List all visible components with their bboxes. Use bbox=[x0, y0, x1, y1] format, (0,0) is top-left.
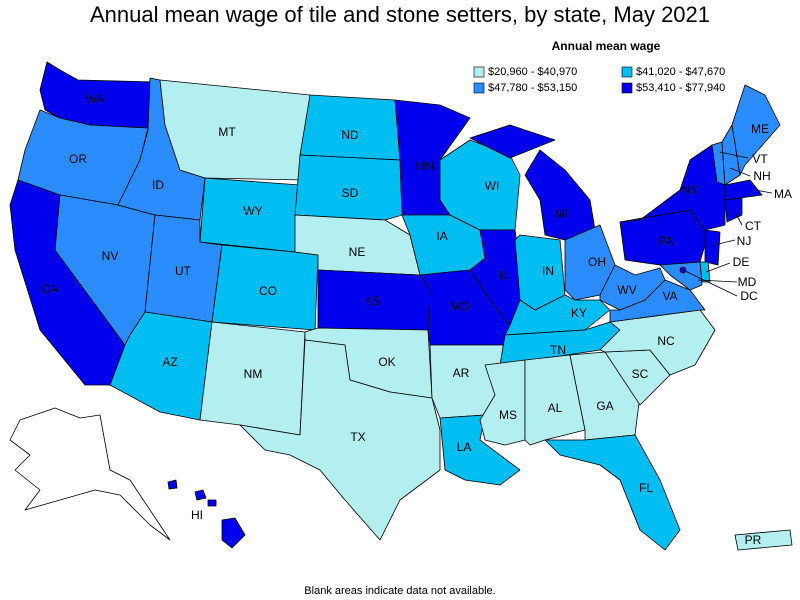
legend: $20,960 - $40,970 $41,020 - $47,670 $47,78… bbox=[473, 66, 725, 94]
state bbox=[221, 517, 246, 549]
state-label: IL bbox=[499, 268, 509, 282]
state-label: LA bbox=[457, 440, 472, 454]
state-label: MN bbox=[416, 159, 435, 173]
state-label: NM bbox=[244, 367, 263, 381]
state-label: OK bbox=[378, 355, 395, 369]
state-label: FL bbox=[639, 481, 653, 495]
state-no-data bbox=[9, 407, 171, 541]
state-label: CA bbox=[42, 282, 59, 296]
state-label: TN bbox=[550, 343, 566, 357]
state bbox=[469, 124, 556, 159]
state bbox=[504, 294, 611, 336]
state-label: AR bbox=[453, 366, 470, 380]
state-label: VA bbox=[662, 289, 677, 303]
state bbox=[207, 499, 217, 507]
state-label: AZ bbox=[162, 355, 177, 369]
legend-label: $20,960 - $40,970 bbox=[488, 66, 577, 78]
state-label: NY bbox=[682, 183, 699, 197]
state-label: NH bbox=[753, 169, 770, 183]
state bbox=[731, 84, 781, 176]
state-label: MD bbox=[738, 275, 757, 289]
state bbox=[619, 144, 726, 231]
state-label: CT bbox=[745, 219, 762, 233]
state-label: IN bbox=[542, 264, 554, 278]
state-label: NC bbox=[657, 334, 675, 348]
state bbox=[599, 264, 666, 311]
state-label: MS bbox=[499, 408, 517, 422]
state-label: KS bbox=[364, 294, 380, 308]
legend-swatch bbox=[473, 82, 485, 94]
state-label: ID bbox=[152, 178, 164, 192]
state-label: PR bbox=[745, 533, 762, 547]
state-label: MT bbox=[218, 125, 236, 139]
state-label: TX bbox=[350, 430, 365, 444]
state-label: UT bbox=[175, 264, 192, 278]
state-label: PA bbox=[658, 234, 673, 248]
state-label: OR bbox=[69, 152, 87, 166]
state-label: WY bbox=[243, 204, 262, 218]
state-label: ME bbox=[751, 122, 769, 136]
state bbox=[194, 489, 207, 501]
legend-title: Annual mean wage bbox=[552, 39, 661, 53]
legend-swatch bbox=[621, 66, 633, 78]
state-label: MI bbox=[554, 207, 567, 221]
state-label: WV bbox=[617, 283, 636, 297]
state-label: OH bbox=[588, 255, 606, 269]
state bbox=[724, 179, 763, 201]
state-label: SD bbox=[342, 186, 359, 200]
state-label: IA bbox=[436, 229, 447, 243]
state bbox=[599, 309, 716, 376]
state-label: HI bbox=[191, 508, 203, 522]
state bbox=[167, 479, 178, 490]
state bbox=[704, 229, 721, 266]
legend-label: $41,020 - $47,670 bbox=[636, 66, 725, 78]
state-label: DE bbox=[733, 255, 750, 269]
state bbox=[724, 197, 743, 223]
state-label: MA bbox=[774, 187, 792, 201]
state-label: DC bbox=[740, 289, 758, 303]
state bbox=[734, 529, 793, 551]
state-label: NV bbox=[102, 249, 119, 263]
title: Annual mean wage of tile and stone sette… bbox=[90, 2, 710, 27]
state bbox=[239, 339, 441, 541]
legend-swatch bbox=[473, 66, 485, 78]
state-label: WA bbox=[86, 92, 105, 106]
state bbox=[524, 149, 596, 241]
legend-swatch bbox=[621, 82, 633, 94]
state-label: SC bbox=[632, 367, 649, 381]
state-label: MO bbox=[450, 299, 469, 313]
state bbox=[659, 261, 703, 291]
state-label: CO bbox=[259, 284, 277, 298]
footnote: Blank areas indicate data not available. bbox=[304, 585, 495, 597]
state-label: NE bbox=[349, 245, 366, 259]
leader-lines bbox=[682, 151, 773, 297]
state-label: AL bbox=[548, 401, 563, 415]
state bbox=[544, 434, 681, 551]
state-label: WI bbox=[485, 179, 500, 193]
state bbox=[294, 154, 403, 221]
legend-label: $47,780 - $53,150 bbox=[488, 82, 577, 94]
state-label: ND bbox=[341, 128, 359, 142]
state bbox=[211, 244, 319, 331]
legend-label: $53,410 - $77,940 bbox=[636, 82, 725, 94]
state-label: VT bbox=[752, 152, 768, 166]
state-label: KY bbox=[571, 306, 587, 320]
state-label: GA bbox=[596, 399, 613, 413]
state-label: NJ bbox=[737, 234, 752, 248]
